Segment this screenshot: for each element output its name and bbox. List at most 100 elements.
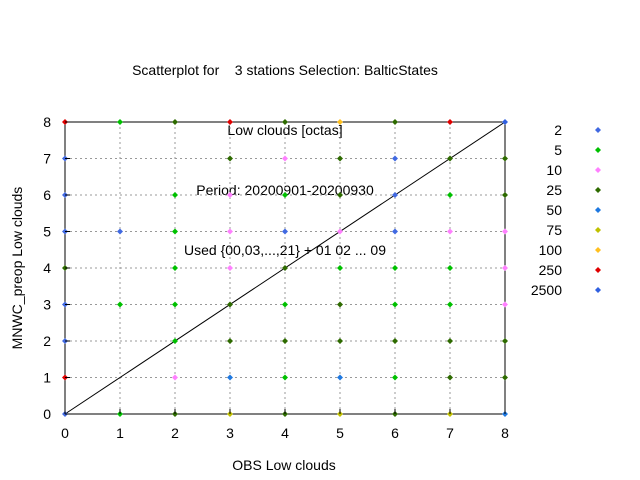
data-point [227,301,233,308]
data-point [117,119,123,125]
data-point [447,119,453,125]
x-tick-label: 8 [501,425,509,441]
data-points [62,119,508,417]
data-point [447,301,453,308]
legend-label: 25 [546,182,562,198]
data-point [172,338,178,344]
data-point [502,155,508,162]
x-axis-label: OBS Low clouds [232,457,336,473]
legend-label: 75 [546,222,562,238]
data-point [172,192,178,198]
data-point [392,119,398,125]
data-point [502,301,508,308]
legend-label: 5 [554,142,562,158]
data-point [172,301,178,308]
data-point [172,374,178,381]
legend-label: 100 [539,242,563,258]
data-point [392,338,398,344]
x-tick-label: 5 [336,425,344,441]
data-point [447,374,453,381]
data-point [392,228,398,235]
data-point [117,228,123,235]
data-point [447,192,453,198]
data-point [282,192,288,198]
data-point [337,338,343,344]
data-point [392,301,398,308]
data-point [282,155,288,162]
data-point [502,338,508,344]
data-point [447,338,453,344]
data-point [447,265,453,271]
x-tick-label: 6 [391,425,399,441]
data-point [392,374,398,381]
data-point [337,265,343,271]
data-point [172,119,178,125]
title-line-1: Scatterplot for 3 stations Selection: Ba… [132,62,438,78]
data-point [172,228,178,235]
data-point [392,155,398,162]
y-tick-label: 3 [43,297,51,313]
data-point [447,228,453,235]
data-point [337,301,343,308]
y-tick-label: 8 [43,114,51,130]
data-point [227,265,233,271]
legend-marker [595,147,601,153]
data-point [227,192,233,198]
x-tick-label: 3 [226,425,234,441]
legend-label: 10 [546,162,562,178]
x-tick-label: 7 [446,425,454,441]
data-point [227,338,233,344]
data-point [227,228,233,235]
legend-marker [595,127,601,133]
title-line-2: Low clouds [octas] [227,122,343,138]
y-axis-label: MNWC_preop Low clouds [9,187,25,350]
y-tick-label: 0 [43,406,51,422]
legend-marker [595,167,601,173]
data-point [337,192,343,198]
y-tick-label: 6 [43,187,51,203]
chart-title: Scatterplot for 3 stations Selection: Ba… [50,20,520,300]
legend-marker [595,227,601,233]
data-point [337,374,343,381]
x-tick-label: 0 [61,425,69,441]
legend-marker [595,207,601,213]
legend-marker [595,267,601,273]
data-point [282,338,288,344]
legend-marker [595,247,601,253]
legend-label: 2500 [531,282,562,298]
data-point [502,228,508,235]
x-tick-label: 1 [116,425,124,441]
x-tick-label: 4 [281,425,289,441]
data-point [447,155,453,162]
data-point [117,301,123,308]
legend-marker [595,187,601,193]
tick-labels: 0 1 2 3 4 5 6 7 8 0 1 2 3 4 5 6 7 8 [43,114,509,441]
data-point [282,265,288,271]
data-point [282,119,288,125]
y-tick-label: 1 [43,370,51,386]
data-point [172,265,178,271]
legend-marker [595,287,601,293]
y-tick-label: 4 [43,260,51,276]
data-point [392,192,398,198]
legend-label: 50 [546,202,562,218]
legend-label: 250 [539,262,563,278]
data-point [392,265,398,271]
data-point [227,155,233,162]
data-point [227,374,233,381]
data-point [227,119,233,125]
data-point [337,119,343,125]
y-tick-label: 2 [43,333,51,349]
data-point [502,119,508,125]
data-point [282,228,288,235]
y-tick-label: 7 [43,151,51,167]
y-tick-label: 5 [43,224,51,240]
data-point [282,301,288,308]
data-point [502,192,508,198]
legend-label: 2 [554,122,562,138]
title-line-4: Used {00,03,...,21} + 01 02 ... 09 [184,242,386,258]
data-point [282,374,288,381]
x-tick-label: 2 [171,425,179,441]
